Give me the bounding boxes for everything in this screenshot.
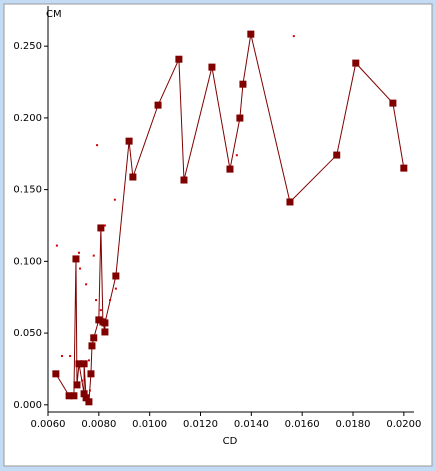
point [70, 392, 78, 400]
series-line [55, 34, 405, 404]
y-tick-label: 0.000 [13, 400, 42, 411]
point [97, 224, 105, 232]
point [85, 283, 88, 286]
point [113, 198, 116, 201]
point [85, 398, 93, 406]
point [180, 176, 188, 184]
point [114, 287, 117, 290]
y-tick-label: 0.150 [13, 185, 42, 196]
point [247, 30, 255, 38]
point [400, 164, 408, 172]
x-tick-label: 0.0140 [234, 419, 269, 430]
x-tick-label: 0.0200 [386, 419, 421, 430]
point [87, 359, 90, 362]
point [87, 370, 95, 378]
x-tick-label: 0.0060 [31, 419, 66, 430]
point [88, 342, 96, 350]
point [60, 355, 63, 358]
x-tick-label: 0.0160 [285, 419, 320, 430]
y-tick-label: 0.050 [13, 328, 42, 339]
point [109, 299, 112, 302]
point [226, 165, 234, 173]
point [125, 137, 133, 145]
point [88, 389, 91, 392]
point [236, 114, 244, 122]
point [208, 63, 216, 71]
point [65, 392, 73, 400]
point [175, 55, 183, 63]
plot-panel [3, 3, 433, 467]
point [52, 370, 60, 378]
y-tick-label: 0.250 [13, 41, 42, 52]
y-tick-label: 0.200 [13, 113, 42, 124]
point [79, 267, 82, 270]
x-tick-label: 0.0080 [81, 419, 116, 430]
point [352, 59, 360, 67]
point [101, 319, 109, 327]
point [95, 316, 103, 324]
point [333, 151, 341, 159]
point [292, 35, 295, 38]
point [389, 99, 397, 107]
point [69, 355, 72, 358]
point [78, 251, 81, 254]
point [235, 154, 238, 157]
point [90, 334, 98, 342]
point [80, 360, 88, 368]
point [96, 144, 99, 147]
x-tick-label: 0.0180 [336, 419, 371, 430]
point [80, 390, 88, 398]
point [82, 394, 90, 402]
y-axis-title: CM [46, 9, 62, 20]
x-tick-label: 0.0120 [183, 419, 218, 430]
point [95, 299, 98, 302]
point [72, 255, 80, 263]
y-tick-label: 0.100 [13, 256, 42, 267]
point [73, 381, 81, 389]
point [101, 328, 109, 336]
point [286, 198, 294, 206]
x-axis-title: CD [223, 436, 238, 447]
point [103, 224, 106, 227]
point [55, 244, 58, 247]
point [99, 309, 102, 312]
point [112, 272, 120, 280]
point [154, 101, 162, 109]
point [129, 173, 137, 181]
point [81, 379, 84, 382]
point [239, 80, 247, 88]
point [92, 254, 95, 257]
x-tick-label: 0.0100 [132, 419, 167, 430]
point [75, 360, 83, 368]
